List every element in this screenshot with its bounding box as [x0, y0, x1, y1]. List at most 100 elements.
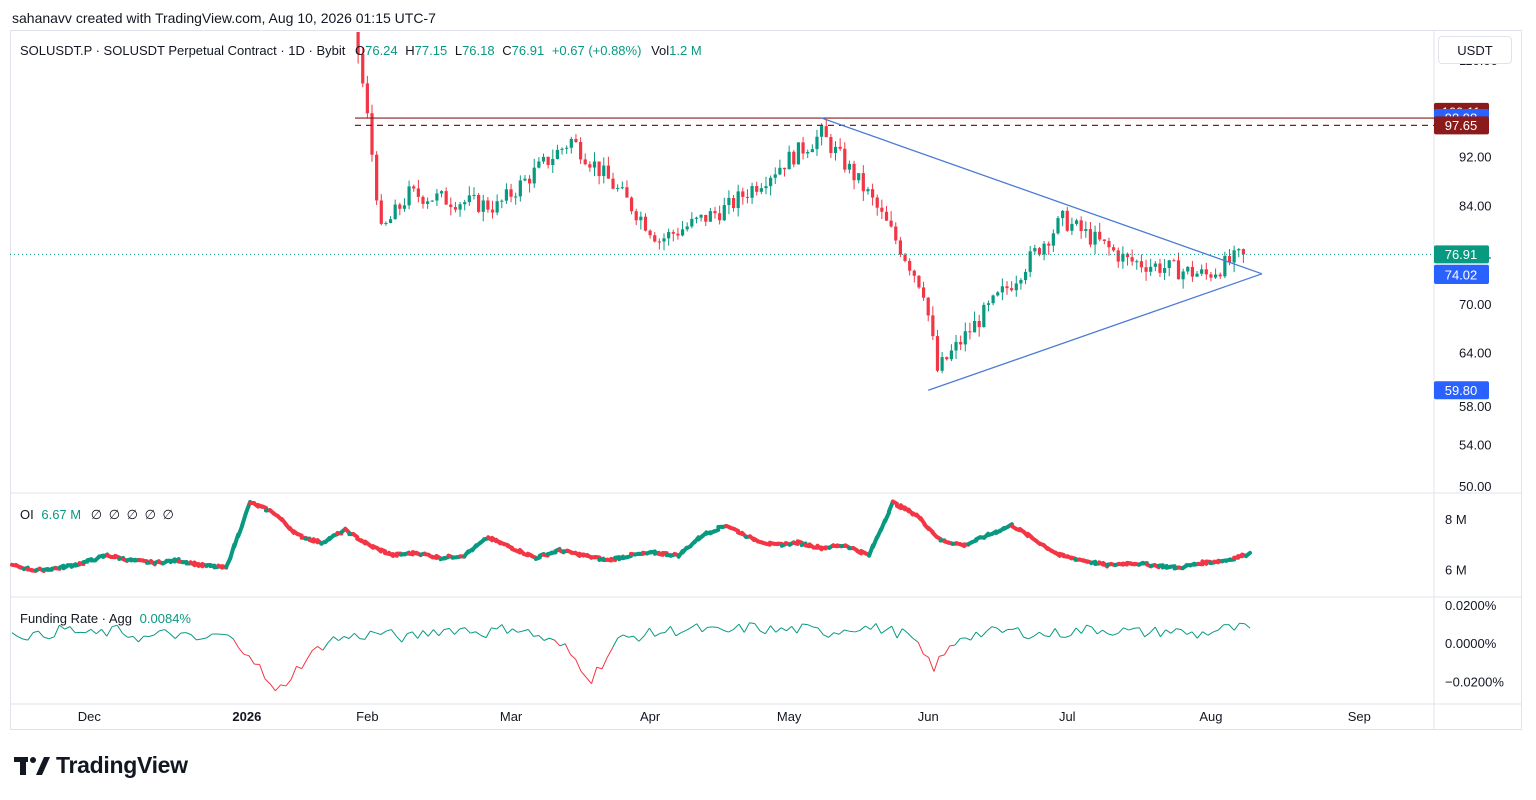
candle-body — [884, 211, 889, 221]
funding-segment — [686, 626, 692, 631]
funding-segment — [717, 627, 724, 631]
price-label-tag — [1434, 381, 1489, 400]
funding-segment — [1039, 631, 1045, 637]
funding-segment — [106, 626, 113, 637]
candle-body — [426, 201, 430, 204]
candle-body — [1033, 248, 1037, 252]
funding-segment — [37, 630, 44, 638]
candle-body — [833, 146, 838, 153]
funding-segment — [865, 625, 871, 630]
candle-body — [796, 142, 801, 165]
funding-segment — [1123, 627, 1130, 631]
candle-body — [815, 136, 819, 150]
candle-body — [991, 295, 995, 304]
oi-title: OI — [20, 507, 34, 522]
candle-body — [741, 191, 745, 197]
funding-segment — [1128, 627, 1135, 631]
triangle-trendline — [927, 273, 1263, 391]
funding-segment — [480, 634, 487, 639]
funding-segment — [759, 630, 766, 635]
funding-segment — [939, 654, 945, 657]
funding-segment — [164, 629, 171, 635]
oi-segment — [236, 523, 245, 539]
candle-body — [356, 32, 360, 55]
funding-segment — [111, 624, 118, 628]
candle-body — [472, 194, 476, 196]
oi-segment — [791, 540, 800, 546]
candle-body — [1037, 248, 1042, 255]
funding-segment — [159, 629, 165, 632]
funding-segment — [1191, 631, 1198, 639]
candle-body — [1042, 243, 1046, 255]
candle-body — [477, 194, 481, 212]
funding-segment — [554, 639, 561, 647]
funding-segment — [1096, 629, 1103, 635]
funding-segment — [754, 623, 761, 632]
funding-segment — [338, 636, 345, 642]
price-tick-label: 58.00 — [1459, 399, 1492, 414]
price-label-tag — [1434, 266, 1489, 285]
funding-segment — [512, 628, 519, 633]
price-tick-label: 92.00 — [1459, 150, 1492, 165]
candle-body — [412, 186, 416, 189]
funding-segment — [575, 659, 582, 672]
candle-body — [680, 229, 685, 236]
time-tick-label: Sep — [1348, 709, 1371, 724]
pane-separators — [10, 30, 1522, 730]
candle-body — [421, 196, 425, 204]
candle-body — [1158, 263, 1162, 273]
funding-segment — [1138, 627, 1146, 638]
funding-segment — [427, 629, 434, 637]
funding-segment — [32, 630, 39, 634]
funding-segment — [153, 630, 160, 636]
high-label: H — [405, 43, 415, 58]
oi-segment — [613, 555, 622, 560]
chart-frame — [10, 30, 1522, 730]
funding-segment — [923, 653, 929, 658]
funding-segment — [354, 632, 361, 639]
candle-body — [518, 180, 522, 197]
candle-body — [931, 315, 935, 337]
candle-body — [370, 113, 374, 155]
symbol-legend[interactable]: SOLUSDT.P · SOLUSDT Perpetual Contract ·… — [20, 43, 702, 58]
candle-body — [875, 197, 879, 208]
funding-segment — [1002, 629, 1008, 633]
funding-segment — [243, 653, 250, 657]
funding-segment — [496, 624, 503, 630]
price-pane — [10, 32, 1434, 391]
tradingview-logo-icon — [14, 755, 50, 777]
time-tick-label: Jul — [1059, 709, 1076, 724]
oi-segment — [295, 531, 304, 538]
funding-segment — [701, 626, 708, 633]
oi-segment — [894, 503, 903, 511]
funding-segment — [954, 638, 961, 646]
funding-segment — [733, 623, 740, 630]
funding-segment — [406, 631, 413, 635]
funding-segment — [527, 629, 534, 637]
tradingview-logo[interactable]: TradingView — [14, 752, 188, 779]
funding-segment — [1154, 626, 1161, 637]
funding-segment — [401, 633, 408, 643]
oi-legend[interactable]: OI 6.67 M ∅ ∅ ∅ ∅ ∅ — [20, 507, 174, 523]
funding-segment — [364, 630, 371, 640]
time-tick-label: Jun — [918, 709, 939, 724]
candle-body — [458, 204, 462, 210]
funding-segment — [828, 632, 835, 638]
candle-body — [1241, 249, 1245, 255]
funding-segment — [1023, 636, 1029, 640]
funding-legend[interactable]: Funding Rate · Agg 0.0084% — [20, 611, 191, 626]
funding-segment — [917, 641, 924, 655]
funding-segment — [723, 629, 729, 633]
open-value: 76.24 — [365, 43, 398, 58]
funding-segment — [1233, 622, 1240, 631]
funding-segment — [1149, 626, 1156, 634]
candle-body — [671, 232, 675, 234]
funding-segment — [728, 628, 734, 633]
currency-button[interactable]: USDT — [1438, 36, 1512, 64]
funding-segment — [585, 677, 592, 685]
candle-body — [555, 149, 560, 159]
funding-segment — [680, 629, 687, 634]
funding-segment — [301, 659, 308, 669]
candle-body — [611, 178, 615, 189]
